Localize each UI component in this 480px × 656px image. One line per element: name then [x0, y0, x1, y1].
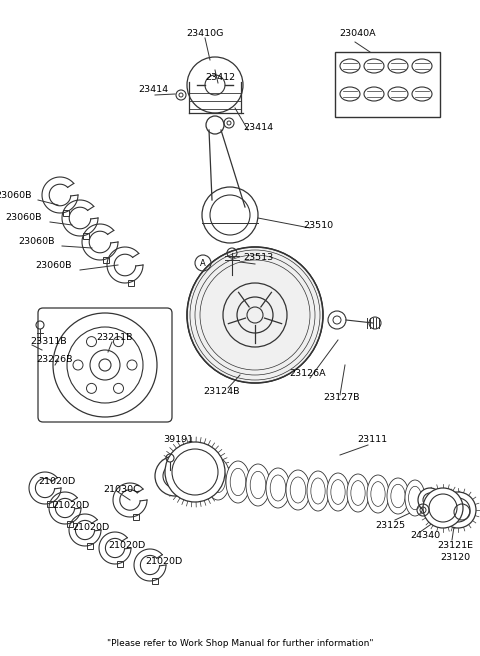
Bar: [48, 501, 53, 507]
Text: 23125: 23125: [375, 520, 405, 529]
Ellipse shape: [347, 474, 369, 512]
Bar: [335, 52, 440, 117]
Circle shape: [423, 488, 463, 528]
Ellipse shape: [206, 458, 230, 500]
Text: 23127B: 23127B: [324, 394, 360, 403]
Circle shape: [165, 442, 225, 502]
Text: 23414: 23414: [243, 123, 273, 133]
Bar: [128, 280, 134, 286]
Ellipse shape: [371, 482, 385, 506]
Ellipse shape: [192, 462, 208, 490]
Text: 23120: 23120: [440, 554, 470, 562]
Bar: [118, 561, 123, 567]
Ellipse shape: [405, 480, 425, 516]
Text: 23410G: 23410G: [186, 28, 224, 37]
Text: A: A: [200, 258, 206, 268]
Text: 23412: 23412: [205, 73, 235, 83]
Text: 21020D: 21020D: [72, 523, 109, 533]
Text: 21020D: 21020D: [108, 541, 145, 550]
Ellipse shape: [230, 468, 246, 496]
Ellipse shape: [266, 468, 290, 508]
Text: 21020D: 21020D: [145, 558, 182, 567]
Ellipse shape: [387, 478, 409, 514]
Ellipse shape: [331, 480, 345, 504]
Ellipse shape: [307, 471, 329, 511]
Bar: [87, 543, 94, 549]
Circle shape: [418, 488, 442, 512]
Ellipse shape: [286, 470, 310, 510]
Text: 23040A: 23040A: [340, 30, 376, 39]
Ellipse shape: [367, 475, 389, 513]
Text: 21020D: 21020D: [52, 501, 89, 510]
Bar: [63, 210, 69, 216]
Bar: [133, 514, 139, 520]
Text: 23111: 23111: [357, 436, 387, 445]
Ellipse shape: [250, 472, 266, 499]
Text: 23513: 23513: [243, 253, 273, 262]
Text: 23510: 23510: [303, 220, 333, 230]
Circle shape: [440, 492, 476, 528]
Bar: [103, 257, 109, 263]
Ellipse shape: [408, 486, 421, 510]
Ellipse shape: [351, 481, 365, 505]
Bar: [153, 578, 158, 584]
Ellipse shape: [226, 461, 250, 503]
Text: "Please refer to Work Shop Manual for further information": "Please refer to Work Shop Manual for fu…: [107, 639, 373, 648]
Text: 21030C: 21030C: [104, 485, 140, 495]
Ellipse shape: [311, 478, 325, 504]
Text: 21020D: 21020D: [38, 478, 75, 487]
Text: 23060B: 23060B: [19, 237, 55, 247]
Circle shape: [187, 247, 323, 383]
Ellipse shape: [327, 473, 349, 511]
Text: 23124B: 23124B: [204, 388, 240, 396]
Ellipse shape: [290, 477, 306, 503]
Text: 39190A: 39190A: [178, 468, 214, 476]
Text: 23226B: 23226B: [37, 356, 73, 365]
Text: 23121E: 23121E: [437, 541, 473, 550]
Text: 23211B: 23211B: [97, 333, 133, 342]
Bar: [68, 521, 73, 527]
Ellipse shape: [246, 464, 270, 506]
Text: 23060B: 23060B: [36, 262, 72, 270]
Bar: [83, 233, 89, 239]
Circle shape: [155, 456, 195, 496]
Text: 24340: 24340: [410, 531, 440, 541]
Ellipse shape: [210, 465, 226, 493]
Text: A: A: [459, 508, 465, 516]
Text: 39191: 39191: [163, 436, 193, 445]
Text: 23414: 23414: [138, 85, 168, 94]
Text: 23060B: 23060B: [5, 213, 42, 222]
Text: 23060B: 23060B: [0, 190, 32, 199]
Ellipse shape: [391, 484, 405, 508]
Text: 23126A: 23126A: [290, 369, 326, 379]
Ellipse shape: [270, 475, 286, 501]
Text: 23311B: 23311B: [30, 337, 67, 346]
Ellipse shape: [187, 454, 213, 498]
